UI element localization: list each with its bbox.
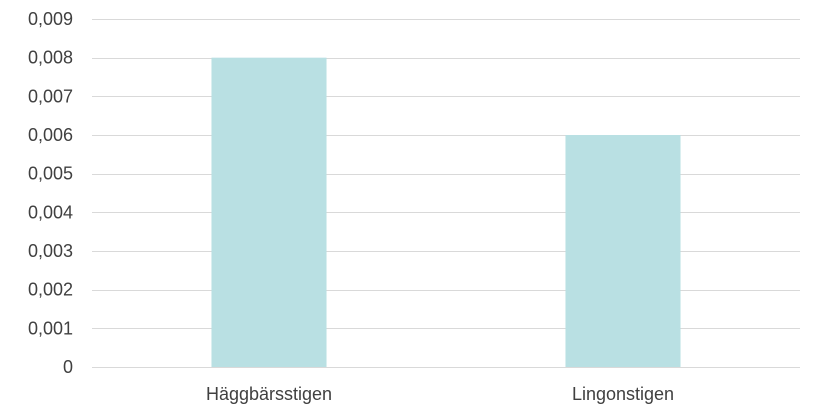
- y-tick-label: 0: [63, 357, 73, 377]
- y-tick-label: 0,007: [28, 86, 73, 106]
- y-tick-label: 0,008: [28, 48, 73, 68]
- bars: [211, 57, 681, 368]
- bar-häggbärsstigen: [211, 57, 327, 368]
- y-tick-label: 0,002: [28, 280, 73, 300]
- y-tick-label: 0,004: [28, 202, 73, 222]
- x-axis-category-labels: Häggbärsstigen Lingonstigen: [206, 384, 674, 404]
- y-tick-label: 0,009: [28, 9, 73, 29]
- y-tick-label: 0,005: [28, 164, 73, 184]
- bar-lingonstigen: [565, 135, 681, 367]
- x-category-label: Häggbärsstigen: [206, 384, 332, 404]
- gridlines: [92, 19, 800, 329]
- y-tick-label: 0,003: [28, 241, 73, 261]
- y-tick-label: 0,006: [28, 125, 73, 145]
- x-category-label: Lingonstigen: [572, 384, 674, 404]
- y-axis-tick-labels: 0 0,001 0,002 0,003 0,004 0,005 0,006 0,007 0,00…: [28, 9, 73, 377]
- y-tick-label: 0,001: [28, 318, 73, 338]
